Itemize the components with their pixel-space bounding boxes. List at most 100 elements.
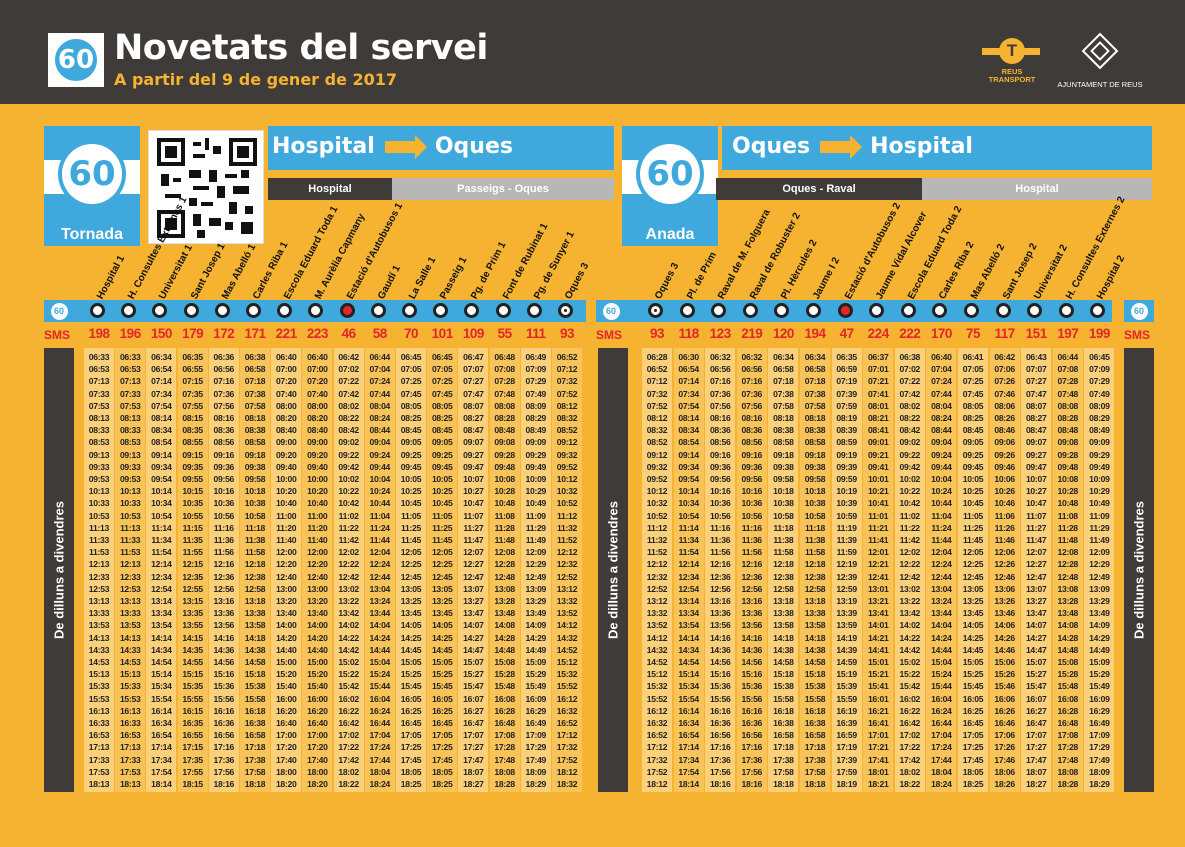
right-time-cell: 12:25	[962, 559, 984, 570]
right-time-cell: 07:52	[646, 400, 668, 411]
left-time-cell: 13:28	[494, 596, 515, 606]
left-time-cell: 15:15	[182, 669, 203, 680]
left-time-cell: 15:56	[213, 693, 235, 704]
left-time-cell: 18:29	[525, 779, 547, 789]
left-time-cell: 13:34	[151, 608, 172, 619]
right-time-cell: 15:22	[899, 669, 921, 680]
right-time-cell: 07:38	[773, 388, 794, 399]
right-time-cell: 13:48	[1057, 608, 1079, 619]
right-time-cell: 12:34	[678, 571, 699, 582]
left-time-cell: 18:27	[463, 779, 484, 789]
right-time-cell: 15:36	[741, 681, 763, 692]
right-time-cell: 06:35	[836, 352, 857, 362]
right-stop-dot	[964, 303, 979, 318]
right-time-cell: 17:18	[773, 742, 794, 753]
right-time-cell: 09:05	[962, 437, 984, 448]
left-time-column	[84, 348, 114, 792]
left-time-cell: 13:02	[338, 583, 359, 594]
left-time-cell: 14:15	[182, 632, 203, 643]
left-time-cell: 12:04	[369, 547, 391, 558]
left-time-cell: 09:20	[275, 449, 297, 460]
left-stop-dot	[558, 303, 573, 318]
right-time-cell: 10:07	[1025, 474, 1047, 484]
qr-code[interactable]	[148, 130, 264, 244]
left-time-cell: 09:12	[556, 437, 578, 448]
left-time-cell: 07:53	[119, 400, 141, 411]
left-time-cell: 09:40	[307, 461, 328, 472]
right-time-cell: 12:38	[804, 571, 826, 582]
right-time-cell: 10:56	[741, 510, 763, 521]
left-time-cell: 16:36	[213, 718, 235, 728]
left-time-cell: 16:24	[369, 705, 391, 716]
left-time-cell: 09:00	[275, 437, 297, 448]
right-direction-bar	[722, 126, 1152, 170]
left-time-cell: 10:35	[182, 498, 203, 509]
right-time-column	[894, 348, 925, 792]
right-time-cell: 09:58	[773, 474, 794, 484]
left-time-cell: 12:20	[275, 559, 297, 570]
right-time-cell: 08:16	[709, 413, 731, 423]
left-time-cell: 11:05	[400, 510, 421, 521]
left-time-cell: 12:05	[400, 547, 422, 558]
left-time-cell: 15:25	[431, 669, 453, 680]
left-time-cell: 15:47	[463, 681, 484, 692]
left-time-cell: 06:42	[338, 352, 359, 362]
right-time-column	[831, 348, 862, 792]
left-time-cell: 09:33	[88, 461, 110, 472]
right-time-cell: 08:25	[962, 413, 984, 423]
right-time-cell: 16:42	[899, 718, 921, 728]
right-time-cell: 14:29	[1089, 632, 1110, 643]
left-time-cell: 12:33	[88, 571, 110, 582]
right-time-cell: 11:49	[1089, 535, 1110, 545]
left-time-cell: 17:54	[151, 766, 172, 777]
right-time-cell: 13:12	[646, 596, 668, 606]
left-time-cell: 10:25	[431, 486, 453, 497]
left-time-cell: 13:12	[556, 583, 578, 594]
left-time-cell: 11:16	[213, 522, 234, 533]
left-time-cell: 08:07	[463, 400, 484, 411]
left-time-cell: 11:34	[151, 535, 172, 545]
right-time-cell: 09:45	[962, 461, 984, 472]
left-time-cell: 15:44	[369, 681, 391, 692]
left-time-cell: 14:24	[369, 632, 391, 643]
right-stop-name: Estació d'Autobusos 2	[842, 201, 903, 302]
left-time-cell: 14:40	[275, 644, 297, 655]
right-time-cell: 09:08	[1057, 437, 1079, 448]
left-time-cell: 09:25	[400, 449, 422, 460]
right-time-cell: 07:59	[836, 400, 857, 411]
left-time-cell: 10:27	[463, 486, 484, 497]
right-time-cell: 09:12	[646, 449, 668, 460]
right-time-cell: 11:54	[678, 547, 699, 558]
right-time-cell: 07:26	[994, 376, 1015, 387]
right-time-cell: 09:21	[867, 449, 889, 460]
left-time-cell: 07:55	[182, 400, 203, 411]
left-time-cell: 13:22	[338, 596, 359, 606]
left-time-cell: 15:20	[307, 669, 328, 680]
left-time-cell: 18:20	[307, 779, 328, 789]
right-time-cell: 10:04	[931, 474, 952, 484]
left-time-cell: 16:13	[119, 705, 141, 716]
left-time-cell: 13:13	[119, 596, 141, 606]
right-time-cell: 11:12	[646, 522, 667, 533]
right-time-cell: 16:56	[741, 730, 763, 741]
right-time-cell: 07:24	[931, 376, 952, 387]
left-time-cell: 07:52	[556, 388, 578, 399]
left-time-cell: 10:29	[525, 486, 547, 497]
left-time-cell: 08:25	[400, 413, 422, 423]
left-time-cell: 07:05	[400, 364, 422, 375]
right-time-cell: 11:19	[836, 522, 857, 533]
left-stop-name: La Salle 1	[407, 255, 439, 302]
left-time-cell: 15:33	[119, 681, 141, 692]
right-time-cell: 13:52	[646, 620, 668, 631]
right-sms-code: 199	[1088, 326, 1111, 341]
left-time-cell: 08:40	[275, 425, 297, 436]
left-time-cell: 14:27	[463, 632, 484, 643]
right-time-cell: 10:25	[962, 486, 984, 497]
left-time-cell: 10:44	[369, 498, 391, 509]
right-time-cell: 06:59	[836, 364, 857, 375]
right-time-cell: 12:06	[994, 547, 1015, 558]
right-time-cell: 16:45	[962, 718, 984, 728]
left-time-cell: 16:40	[275, 718, 297, 728]
left-time-cell: 06:53	[119, 364, 141, 375]
left-time-cell: 15:42	[338, 681, 359, 692]
